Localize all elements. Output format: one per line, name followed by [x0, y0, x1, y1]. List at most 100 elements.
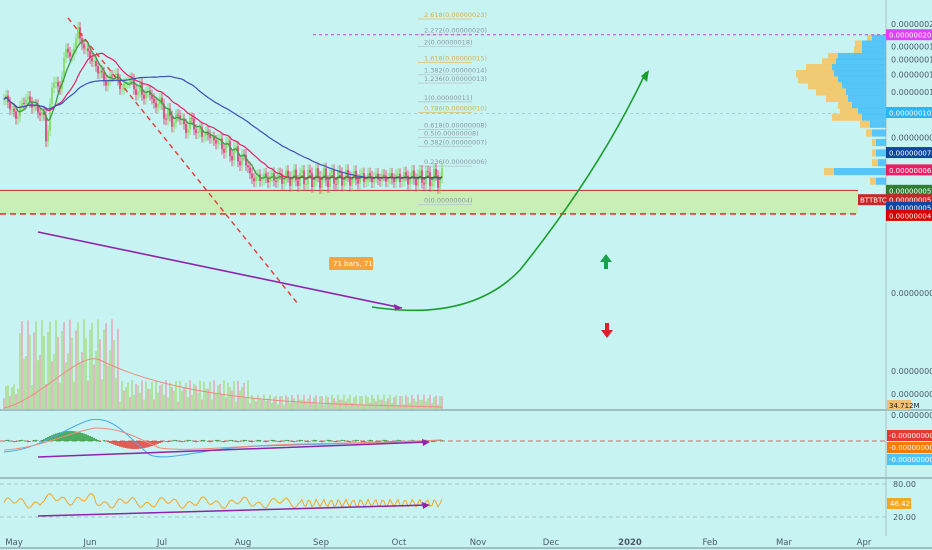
symbol-tag-bg — [858, 194, 886, 206]
candle-body-188 — [379, 179, 381, 181]
macd-tag-bg-1 — [887, 442, 932, 453]
macd-hist-bar-65 — [133, 441, 135, 449]
candle-body-130 — [263, 173, 265, 180]
volume-bar-160 — [323, 404, 325, 409]
macd-hist-bar-116 — [235, 441, 237, 442]
candle-body-37 — [77, 27, 79, 39]
candle-body-60 — [123, 83, 125, 89]
macd-hist-bar-16 — [35, 439, 37, 441]
candle-body-141 — [285, 170, 287, 180]
macd-hist-bar-127 — [257, 439, 259, 441]
support-band — [0, 190, 858, 214]
volume-axis-tick: 0.00000002 — [891, 390, 932, 399]
profile-bar-blue-9 — [846, 88, 886, 96]
volume-bar-26 — [55, 319, 57, 409]
volume-bar-72 — [147, 388, 149, 409]
volume-bar-76 — [155, 380, 157, 409]
macd-hist-bar-32 — [67, 431, 69, 441]
volume-bar-81 — [165, 380, 167, 409]
candle-body-48 — [99, 70, 101, 74]
candle-body-156 — [315, 168, 317, 181]
candle-body-129 — [261, 179, 263, 181]
macd-hist-bar-41 — [85, 434, 87, 441]
candle-body-49 — [101, 70, 103, 73]
volume-bar-100 — [203, 381, 205, 409]
candle-body-85 — [173, 122, 175, 127]
candle-body-143 — [289, 176, 291, 186]
volume-bar-13 — [29, 335, 31, 409]
macd-hist-bar-8 — [19, 440, 21, 441]
volume-bar-166 — [335, 401, 337, 409]
volume-bar-179 — [361, 396, 363, 409]
candle-body-63 — [129, 78, 131, 83]
volume-bar-8 — [19, 333, 21, 409]
volume-bar-96 — [195, 385, 197, 409]
profile-bar-blue-13 — [862, 113, 886, 121]
volume-bar-101 — [205, 388, 207, 409]
candle-body-44 — [91, 58, 93, 62]
volume-bar-44 — [91, 322, 93, 409]
macd-hist-bar-9 — [21, 439, 23, 441]
up-arrow-icon — [600, 254, 612, 269]
candle-body-214 — [431, 181, 433, 187]
volume-bar-86 — [175, 381, 177, 409]
volume-bar-25 — [53, 354, 55, 409]
macd-hist-bar-68 — [139, 441, 141, 449]
macd-hist-bar-113 — [229, 439, 231, 441]
volume-bar-97 — [197, 392, 199, 409]
candle-body-10 — [23, 102, 25, 104]
macd-hist-bar-28 — [59, 432, 61, 441]
macd-hist-bar-19 — [41, 439, 43, 441]
volume-bar-57 — [117, 328, 119, 409]
macd-hist-bar-217 — [437, 440, 439, 441]
volume-bar-121 — [245, 397, 247, 409]
macd-hist-bar-85 — [173, 439, 175, 441]
candle-body-142 — [287, 170, 289, 177]
volume-bar-7 — [17, 388, 19, 409]
volume-bar-218 — [439, 396, 441, 409]
candle-body-175 — [353, 170, 355, 178]
macd-hist-bar-3 — [9, 440, 11, 441]
candle-body-144 — [291, 176, 293, 186]
profile-bar-gold-10 — [826, 94, 848, 103]
volume-bar-172 — [347, 398, 349, 409]
rsi-last-tag-bg — [887, 498, 911, 509]
fib-label-1: 2.272(0.00000020) — [424, 27, 487, 35]
time-tick-1: Jun — [82, 538, 96, 548]
candle-body-27 — [57, 82, 59, 87]
volume-bar-64 — [131, 380, 133, 409]
volume-bar-213 — [429, 394, 431, 409]
macd-hist-bar-66 — [135, 441, 137, 449]
candle-body-47 — [97, 66, 99, 74]
candle-body-116 — [235, 146, 237, 148]
volume-bar-116 — [235, 401, 237, 409]
volume-bar-216 — [435, 395, 437, 409]
macd-hist-bar-53 — [109, 441, 111, 444]
macd-hist-bar-79 — [161, 441, 163, 443]
macd-hist-bar-104 — [211, 441, 213, 442]
volume-bar-219 — [441, 396, 443, 409]
volume-bar-11 — [25, 356, 27, 409]
profile-bar-blue-18 — [878, 159, 886, 167]
volume-bar-85 — [173, 390, 175, 409]
candle-body-20 — [43, 111, 45, 115]
candle-body-32 — [67, 48, 69, 53]
macd-hist-bar-81 — [165, 441, 167, 442]
candle-body-124 — [251, 173, 253, 179]
volume-bar-17 — [37, 360, 39, 409]
volume-bar-51 — [105, 323, 107, 409]
price-marker-bg-3 — [886, 164, 932, 176]
candle-body-67 — [137, 91, 139, 95]
volume-bar-47 — [97, 319, 99, 409]
macd-hist-bar-57 — [117, 441, 119, 447]
volume-bar-1 — [5, 386, 7, 409]
macd-divergence-arrow — [422, 439, 430, 446]
candle-body-80 — [163, 104, 165, 119]
volume-bar-134 — [271, 402, 273, 409]
volume-bar-82 — [167, 397, 169, 409]
profile-bar-gold-5 — [806, 64, 832, 72]
volume-bar-40 — [83, 319, 85, 409]
